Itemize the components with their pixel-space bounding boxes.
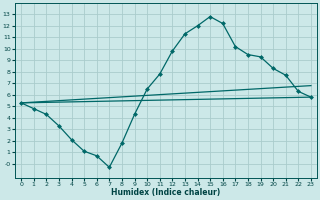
X-axis label: Humidex (Indice chaleur): Humidex (Indice chaleur) — [111, 188, 221, 197]
